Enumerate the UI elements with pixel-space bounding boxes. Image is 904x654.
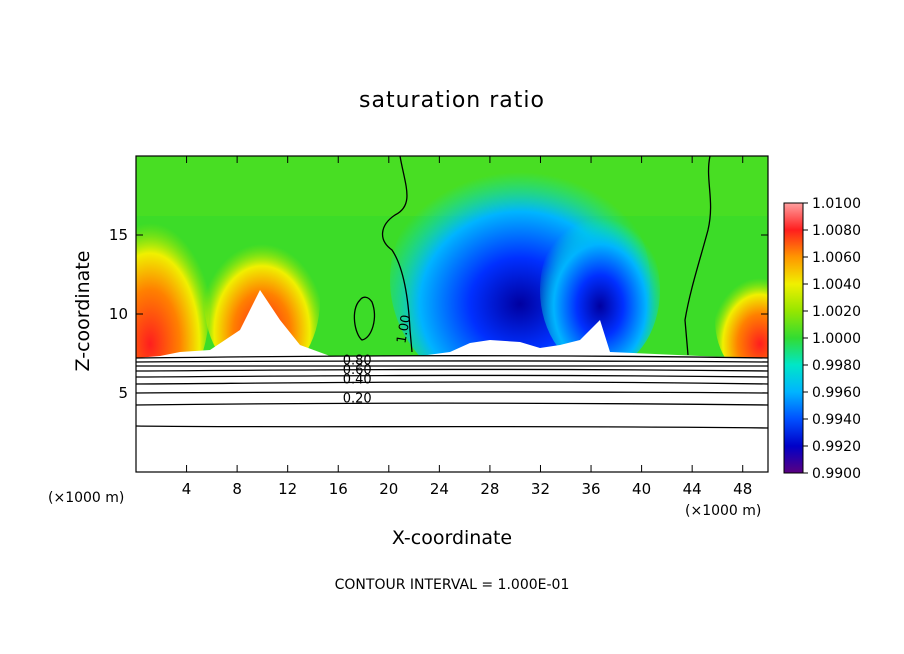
x-tick-label: 28	[480, 480, 499, 498]
x-tick-label: 12	[278, 480, 297, 498]
contour-label: 0.40	[343, 373, 372, 388]
colorbar	[783, 202, 804, 474]
y-tick-label: 10	[109, 305, 128, 323]
colorbar-tick-label: 1.0000	[812, 331, 861, 347]
y-ticks: 5 10 15	[109, 226, 768, 402]
x-tick-label: 40	[632, 480, 651, 498]
x-unit-label: (×1000 m)	[685, 503, 762, 519]
colorbar-tick-label: 0.9980	[812, 358, 861, 374]
x-tick-label: 36	[581, 480, 600, 498]
moist-region-right	[715, 260, 768, 380]
colorbar-tick-label: 1.0060	[812, 250, 861, 266]
contour-label: 1.00	[394, 314, 414, 345]
colorbar-tick-label: 0.9940	[812, 412, 861, 428]
contour-lines	[136, 156, 768, 429]
x-tick-label: 44	[683, 480, 702, 498]
colorbar-ticks: 1.0100 1.0080 1.0060 1.0040 1.0020 1.0000 0.99…	[803, 196, 861, 482]
contour-labels: 1.00 0.800.600.40 0.20	[343, 314, 414, 407]
x-tick-label: 24	[430, 480, 449, 498]
contour-label: 0.80	[343, 354, 372, 369]
chart-title: saturation ratio	[359, 88, 545, 113]
colorbar-tick-label: 1.0040	[812, 277, 861, 293]
x-ticks: 4 8 12 16 20 24 28 32 36 40 44 48	[182, 156, 752, 498]
y-tick-label: 5	[118, 384, 128, 402]
heatmap-field	[136, 156, 768, 472]
colorbar-tick-label: 0.9960	[812, 385, 861, 401]
y-tick-label: 15	[109, 226, 128, 244]
contour-label: 0.20	[343, 391, 372, 406]
contour-label: 0.60	[343, 363, 372, 378]
y-unit-label: (×1000 m)	[48, 490, 125, 506]
contour-interval-note: CONTOUR INTERVAL = 1.000E-01	[334, 577, 570, 593]
x-tick-label: 20	[379, 480, 398, 498]
colorbar-tick-label: 0.9900	[812, 466, 861, 482]
colorbar-tick-label: 0.9920	[812, 439, 861, 455]
colorbar-tick-label: 1.0020	[812, 304, 861, 320]
x-tick-label: 4	[182, 480, 192, 498]
lower-cutout	[136, 290, 768, 360]
y-axis-label: Z-coordinate	[72, 250, 94, 372]
x-tick-label: 48	[733, 480, 752, 498]
x-tick-label: 8	[232, 480, 242, 498]
x-tick-label: 32	[531, 480, 550, 498]
x-tick-label: 16	[329, 480, 348, 498]
colorbar-tick-label: 1.0100	[812, 196, 861, 212]
colorbar-tick-label: 1.0080	[812, 223, 861, 239]
lower-layer	[136, 358, 768, 472]
x-axis-label: X-coordinate	[391, 527, 513, 549]
